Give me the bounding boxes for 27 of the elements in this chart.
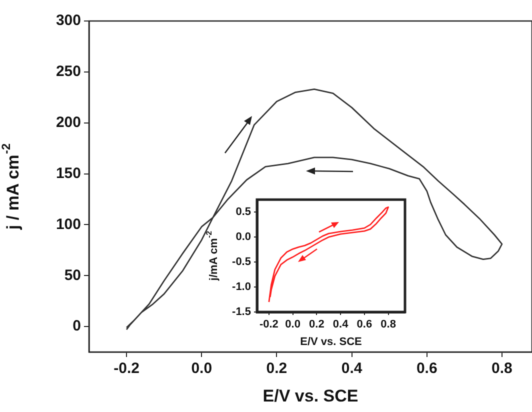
x-tick-label: 0.2 (309, 318, 324, 331)
x-tick-label: 0.8 (380, 318, 396, 331)
y-tick-label: 200 (56, 114, 81, 131)
x-tick-label: 0.4 (341, 360, 363, 378)
x-tick-label: 0.2 (266, 360, 288, 378)
x-tick-label: 0.6 (416, 360, 438, 378)
y-tick-label: -1.5 (232, 306, 251, 318)
y-tick-label: 0 (72, 318, 81, 335)
x-tick-label: 0.0 (285, 318, 300, 331)
x-tick-label: 0.8 (492, 360, 512, 378)
y-tick-label: 0.5 (236, 206, 251, 218)
x-tick-label: 0.6 (356, 318, 372, 331)
y-tick-label: -1.0 (232, 281, 251, 294)
x-tick-label: -0.2 (114, 360, 140, 378)
y-tick-label: 50 (64, 266, 81, 284)
x-tick-label: -0.2 (259, 318, 278, 331)
y-tick-label: 0.0 (236, 231, 251, 244)
y-tick-label: 150 (56, 164, 81, 182)
x-axis-title: E/V vs. SCE (300, 336, 362, 348)
x-axis-title: E/V vs. SCE (262, 386, 358, 406)
y-tick-label: -0.5 (232, 256, 251, 268)
x-tick-label: 0.0 (191, 360, 212, 378)
y-axis-title: j / mA cm-2 (0, 143, 22, 231)
y-tick-label: 250 (56, 63, 81, 80)
y-tick-label: 300 (56, 12, 81, 30)
y-tick-label: 100 (56, 216, 81, 233)
x-tick-label: 0.4 (332, 318, 350, 331)
